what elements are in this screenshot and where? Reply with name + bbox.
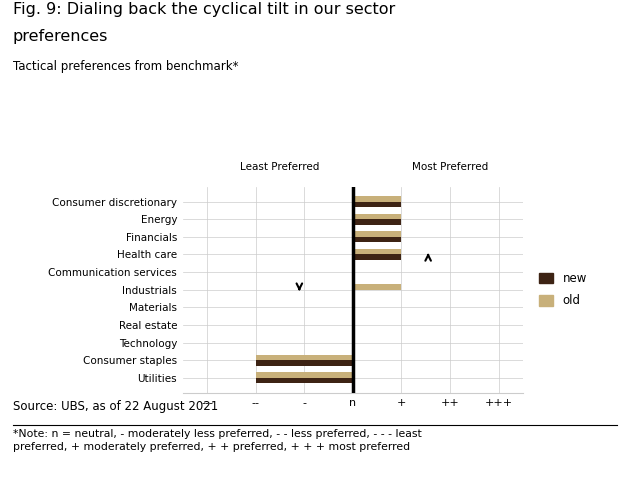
Text: Tactical preferences from benchmark*: Tactical preferences from benchmark* (13, 60, 238, 73)
Bar (353, 202, 401, 207)
Text: preferences: preferences (13, 29, 108, 45)
Text: *Note: n = neutral, - moderately less preferred, - - less preferred, - - - least: *Note: n = neutral, - moderately less pr… (13, 429, 421, 452)
Text: Most Preferred: Most Preferred (412, 162, 488, 172)
Legend: new, old: new, old (539, 272, 587, 307)
Text: Source: UBS, as of 22 August 2021: Source: UBS, as of 22 August 2021 (13, 400, 218, 413)
Text: Least Preferred: Least Preferred (240, 162, 319, 172)
Bar (353, 249, 401, 254)
Bar (256, 372, 353, 378)
Bar (256, 378, 353, 383)
Bar (353, 237, 401, 243)
Bar (256, 360, 353, 366)
Text: Fig. 9: Dialing back the cyclical tilt in our sector: Fig. 9: Dialing back the cyclical tilt i… (13, 2, 395, 18)
Bar (353, 284, 401, 290)
Bar (353, 214, 401, 219)
Bar (353, 196, 401, 202)
Bar (353, 219, 401, 225)
Bar (353, 231, 401, 237)
Bar (256, 355, 353, 360)
Bar (353, 254, 401, 260)
